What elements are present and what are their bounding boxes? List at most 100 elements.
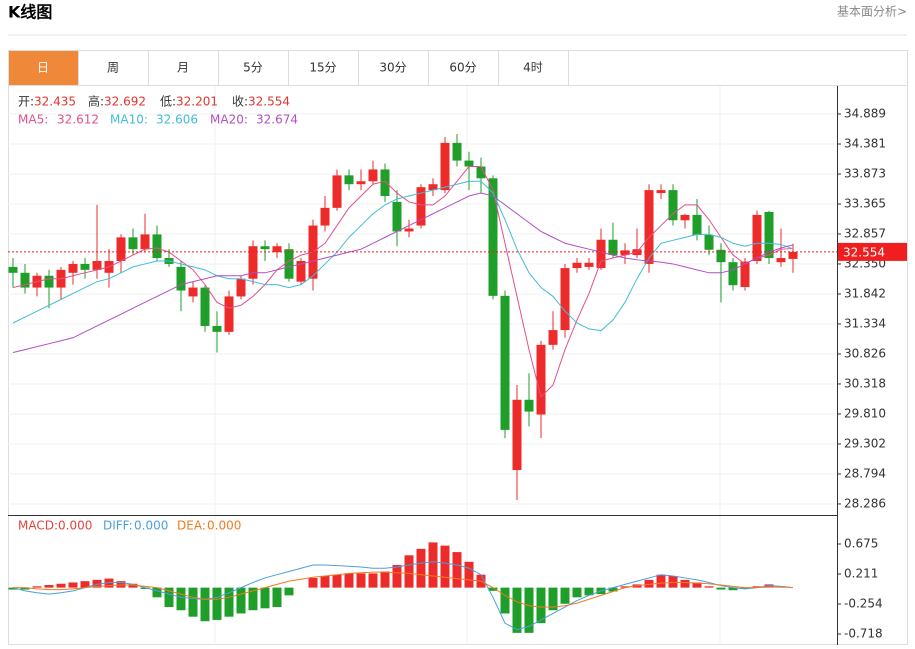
macd-bar xyxy=(284,587,294,596)
candle-body xyxy=(140,234,150,250)
candle-body xyxy=(284,249,294,279)
macd-bar xyxy=(356,573,366,588)
y-tick-label: 28.794 xyxy=(844,466,886,480)
candle-body xyxy=(116,237,126,261)
tab-label[interactable]: 15分 xyxy=(309,61,336,75)
y-tick-label: 0.675 xyxy=(844,537,878,551)
candle-body xyxy=(212,325,222,332)
y-tick-label: -0.254 xyxy=(844,597,883,611)
indicator-line xyxy=(12,192,794,354)
candle-body xyxy=(248,246,258,279)
page-title: K线图 xyxy=(8,3,52,22)
candle-body xyxy=(620,250,630,256)
tab-label[interactable]: 4时 xyxy=(523,61,543,75)
macd-bar xyxy=(308,577,318,588)
macd-bar xyxy=(488,587,498,591)
y-tick-label: -0.718 xyxy=(844,627,883,641)
macd-bar xyxy=(380,571,390,588)
legend-name: DIFF: xyxy=(103,519,133,533)
macd-bar xyxy=(320,575,330,588)
tab-label[interactable]: 月 xyxy=(177,61,189,75)
candle-body xyxy=(512,399,522,471)
macd-bar xyxy=(512,587,522,633)
candle-body xyxy=(500,295,510,430)
macd-bar xyxy=(176,587,186,611)
ohlc-value: 32.692 xyxy=(104,95,146,109)
candle-body xyxy=(572,262,582,269)
tab[interactable] xyxy=(8,50,79,86)
tab-label[interactable]: 30分 xyxy=(379,61,406,75)
candle-body xyxy=(452,142,462,161)
y-tick-label: 29.810 xyxy=(844,406,886,420)
macd-bar xyxy=(104,578,114,588)
legend-value: 0.000 xyxy=(58,519,92,533)
candle-body xyxy=(296,260,306,282)
tab-label[interactable]: 日 xyxy=(37,61,49,75)
macd-bar xyxy=(152,587,162,598)
macd-bar xyxy=(200,587,210,622)
candle-body xyxy=(728,262,738,286)
candle-body xyxy=(464,160,474,167)
macd-bar xyxy=(272,587,282,608)
candle-body xyxy=(260,246,270,250)
candle-body xyxy=(680,214,690,221)
tab[interactable] xyxy=(428,50,499,86)
candle-body xyxy=(560,268,570,331)
candle-body xyxy=(320,207,330,226)
tab[interactable] xyxy=(498,50,569,86)
fundamental-link[interactable]: 基本面分析> xyxy=(837,5,907,19)
macd-bar xyxy=(668,575,678,588)
candle-body xyxy=(584,262,594,267)
macd-bar xyxy=(116,581,126,588)
macd-bar xyxy=(56,583,66,588)
tab[interactable] xyxy=(218,50,289,86)
y-tick-label: 31.842 xyxy=(844,286,886,300)
macd-bar xyxy=(704,586,714,588)
macd-bar xyxy=(536,587,546,624)
tab-label[interactable]: 5分 xyxy=(243,61,263,75)
tab-label[interactable]: 周 xyxy=(107,61,119,75)
macd-bar xyxy=(392,565,402,588)
macd-bar xyxy=(680,579,690,588)
candle-body xyxy=(224,296,234,332)
candle-body xyxy=(788,251,798,259)
macd-bar xyxy=(212,587,222,620)
candle-body xyxy=(236,278,246,297)
indicator-line xyxy=(12,180,794,332)
last-price-tag xyxy=(837,242,907,261)
candle-body xyxy=(68,263,78,273)
macd-bar xyxy=(752,586,762,588)
ohlc-value: 32.554 xyxy=(248,95,290,109)
candle-body xyxy=(752,214,762,261)
ohlc-label: 高: xyxy=(88,94,104,109)
legend-value: 32.674 xyxy=(256,113,298,127)
candle-body xyxy=(608,239,618,256)
y-tick-label: 29.302 xyxy=(844,436,886,450)
macd-bar xyxy=(440,545,450,588)
candle-body xyxy=(152,234,162,259)
tab[interactable] xyxy=(358,50,429,86)
candle-body xyxy=(740,261,750,287)
macd-bar xyxy=(8,587,18,590)
candle-body xyxy=(440,142,450,191)
macd-bar xyxy=(608,587,618,592)
candle-body xyxy=(272,246,282,253)
macd-bar xyxy=(68,582,78,588)
tab[interactable] xyxy=(148,50,219,86)
macd-bar xyxy=(44,585,54,588)
y-tick-label: 32.857 xyxy=(844,227,886,241)
macd-bar xyxy=(452,552,462,588)
legend-name: MACD: xyxy=(18,519,58,533)
macd-bar xyxy=(188,587,198,617)
candle-body xyxy=(356,181,366,185)
macd-bar xyxy=(164,587,174,608)
candle-body xyxy=(596,239,606,269)
candle-body xyxy=(404,228,414,232)
macd-bar xyxy=(692,582,702,588)
tab[interactable] xyxy=(288,50,359,86)
macd-bar xyxy=(20,587,30,590)
macd-bar xyxy=(236,587,246,614)
candle-body xyxy=(476,166,486,179)
macd-bar xyxy=(560,587,570,604)
tab-label[interactable]: 60分 xyxy=(449,61,476,75)
